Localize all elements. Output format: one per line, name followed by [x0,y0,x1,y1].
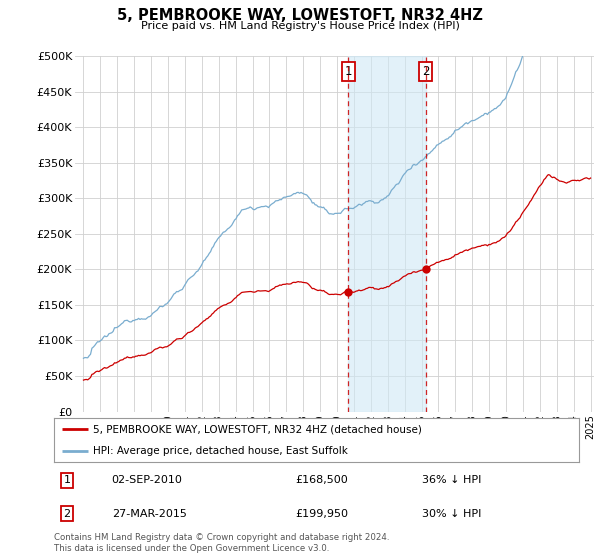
Text: 36% ↓ HPI: 36% ↓ HPI [421,475,481,486]
Text: 27-MAR-2015: 27-MAR-2015 [112,508,187,519]
Bar [349,56,426,412]
Text: Price paid vs. HM Land Registry's House Price Index (HPI): Price paid vs. HM Land Registry's House … [140,21,460,31]
Text: £199,950: £199,950 [296,508,349,519]
Text: 5, PEMBROOKE WAY, LOWESTOFT, NR32 4HZ (detached house): 5, PEMBROOKE WAY, LOWESTOFT, NR32 4HZ (d… [94,424,422,434]
Text: HPI: Average price, detached house, East Suffolk: HPI: Average price, detached house, East… [94,446,348,456]
Text: 5, PEMBROOKE WAY, LOWESTOFT, NR32 4HZ: 5, PEMBROOKE WAY, LOWESTOFT, NR32 4HZ [117,8,483,24]
Text: 1: 1 [344,65,352,78]
Text: 30% ↓ HPI: 30% ↓ HPI [421,508,481,519]
Text: Contains HM Land Registry data © Crown copyright and database right 2024.
This d: Contains HM Land Registry data © Crown c… [54,533,389,553]
Text: £168,500: £168,500 [296,475,348,486]
Text: 2: 2 [422,65,430,78]
Text: 02-SEP-2010: 02-SEP-2010 [112,475,182,486]
Text: 1: 1 [64,475,71,486]
Text: 2: 2 [64,508,71,519]
